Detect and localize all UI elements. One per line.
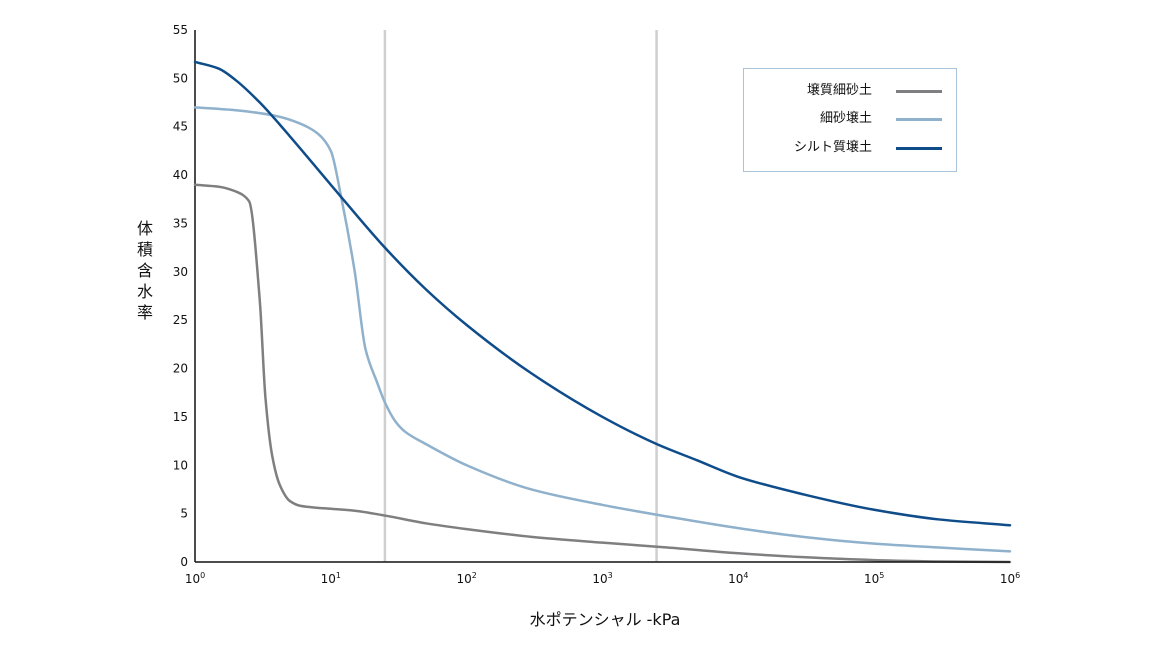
y-tick-label: 40 <box>173 168 188 182</box>
series-line <box>193 183 1012 564</box>
y-tick-label: 45 <box>173 120 188 134</box>
x-tick-labels: 100 101 102 103 104 105 106 <box>185 571 1020 586</box>
legend-swatch <box>896 90 942 93</box>
series-lines <box>193 60 1012 564</box>
legend-label: シルト質壌土 <box>793 140 872 155</box>
legend-swatch <box>896 147 942 150</box>
legend: 壌質細砂土 細砂壌土 シルト質壌土 <box>743 68 957 172</box>
y-tick-label: 10 <box>173 458 188 472</box>
y-tick-label: 30 <box>173 265 188 279</box>
y-tick-label: 20 <box>173 362 188 376</box>
y-tick-label: 0 <box>180 555 188 569</box>
y-tick-label: 55 <box>173 23 188 37</box>
legend-item: シルト質壌土 <box>744 138 958 158</box>
x-tick-label: 102 <box>456 571 476 586</box>
x-tick-label: 100 <box>185 571 205 586</box>
reference-lines <box>383 30 658 562</box>
y-tick-label: 25 <box>173 313 188 327</box>
y-tick-label: 35 <box>173 216 188 230</box>
legend-label: 細砂壌土 <box>819 111 872 126</box>
x-axis-label: 水ポテンシャル -kPa <box>529 610 681 629</box>
x-tick-label: 105 <box>864 571 884 586</box>
x-tick-label: 103 <box>592 571 612 586</box>
legend-label: 壌質細砂土 <box>806 83 872 98</box>
x-tick-label: 106 <box>1000 571 1020 586</box>
legend-swatch <box>896 118 942 121</box>
legend-item: 細砂壌土 <box>744 109 958 129</box>
series-line <box>193 106 1012 553</box>
y-axis-label: 体積含水率 <box>136 219 153 322</box>
legend-item: 壌質細砂土 <box>744 81 958 101</box>
x-tick-label: 101 <box>321 571 341 586</box>
y-tick-labels: 0 5 10 15 20 25 30 35 40 45 50 55 <box>173 23 188 569</box>
series-line <box>193 60 1012 527</box>
y-tick-label: 5 <box>180 507 188 521</box>
y-tick-label: 15 <box>173 410 188 424</box>
x-tick-label: 104 <box>728 571 748 586</box>
y-tick-label: 50 <box>173 71 188 85</box>
